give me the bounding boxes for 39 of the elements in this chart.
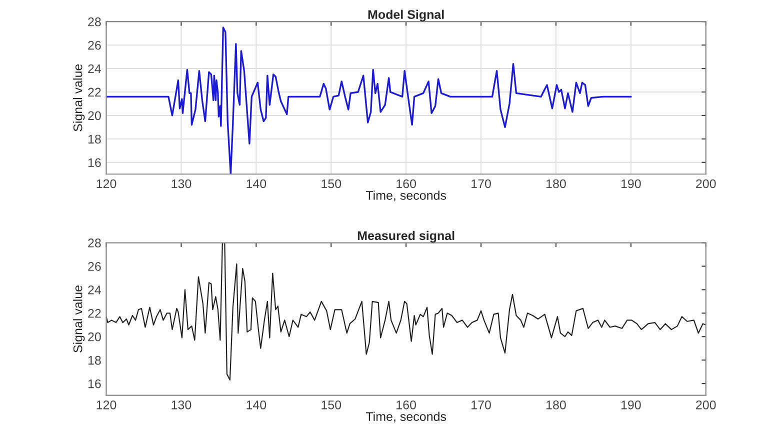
y-tick-label: 18	[88, 356, 101, 365]
x-tick-label: 120	[96, 400, 116, 410]
x-tick-label: 180	[546, 400, 566, 410]
y-tick-label: 26	[88, 40, 101, 50]
x-tick-label: 140	[246, 400, 266, 410]
y-tick-label: 22	[88, 88, 101, 97]
x-tick-label: 190	[621, 400, 641, 410]
chart-title: Measured signal	[358, 230, 454, 243]
x-tick-label: 150	[322, 400, 342, 410]
x-tick-label: 200	[696, 400, 716, 410]
y-tick-label: 18	[88, 134, 101, 144]
y-tick-label: 28	[88, 17, 101, 26]
x-tick-label: 160	[396, 400, 416, 410]
x-tick-label: 150	[322, 179, 342, 188]
y-tick-label: 28	[88, 238, 101, 248]
x-tick-label: 170	[472, 400, 491, 410]
y-axis-title: Signal value	[73, 286, 85, 352]
x-tick-label: 120	[96, 179, 116, 188]
chart-title: Model Signal	[368, 10, 444, 22]
y-tick-label: 24	[88, 64, 102, 74]
y-tick-label: 24	[88, 285, 102, 294]
x-axis-title: Time, seconds	[366, 412, 446, 422]
y-tick-label: 20	[88, 111, 101, 120]
x-tick-label: 130	[172, 400, 192, 410]
x-tick-label: 190	[621, 179, 641, 188]
y-tick-label: 26	[88, 262, 101, 271]
y-tick-label: 16	[88, 158, 101, 168]
y-axis-title: Signal value	[73, 64, 85, 132]
x-tick-label: 160	[396, 179, 416, 188]
line-series	[106, 26, 632, 174]
y-tick-label: 20	[88, 332, 101, 342]
x-tick-label: 140	[246, 179, 266, 188]
y-tick-label: 22	[88, 308, 101, 318]
x-tick-label: 170	[472, 179, 491, 188]
x-axis-title: Time, seconds	[366, 190, 446, 202]
x-tick-label: 180	[546, 179, 566, 188]
y-tick-label: 16	[88, 379, 101, 388]
x-tick-label: 130	[172, 179, 192, 188]
x-tick-label: 200	[696, 179, 716, 188]
